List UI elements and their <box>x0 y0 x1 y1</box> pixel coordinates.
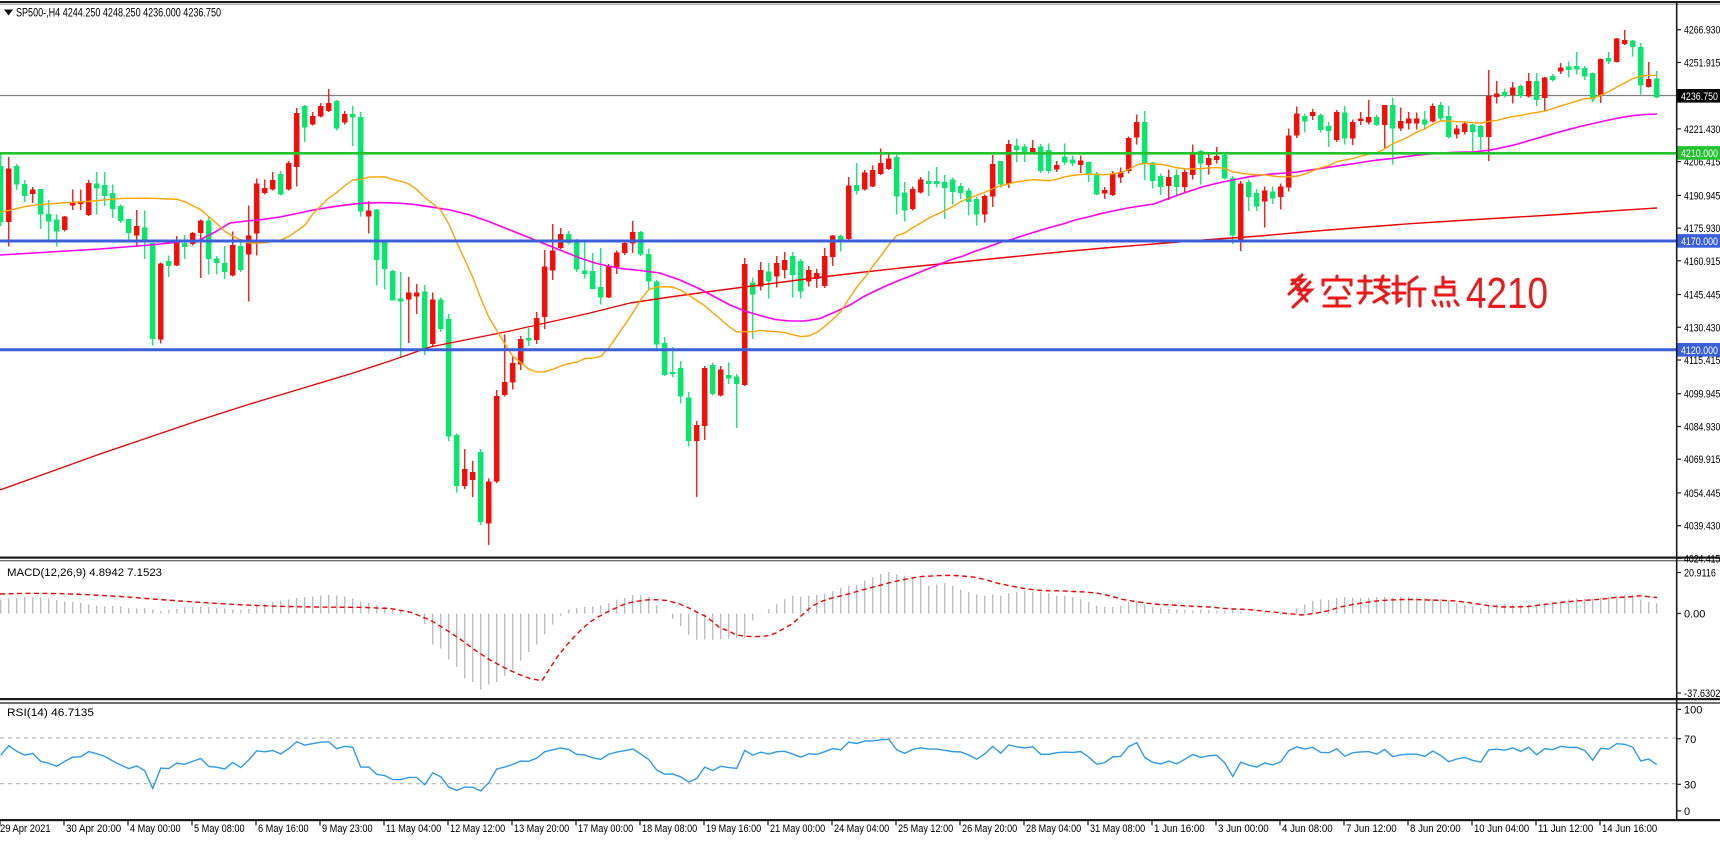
svg-text:25 May 12:00: 25 May 12:00 <box>898 823 953 835</box>
svg-text:6 May 16:00: 6 May 16:00 <box>258 823 309 835</box>
svg-text:0.00: 0.00 <box>1684 609 1705 621</box>
svg-text:21 May 00:00: 21 May 00:00 <box>770 823 825 835</box>
svg-text:11 Jun 12:00: 11 Jun 12:00 <box>1538 823 1593 835</box>
svg-text:18 May 08:00: 18 May 08:00 <box>642 823 697 835</box>
svg-text:-37.6302: -37.6302 <box>1684 688 1720 700</box>
svg-text:4175.930: 4175.930 <box>1684 223 1720 235</box>
svg-text:4099.945: 4099.945 <box>1684 389 1720 401</box>
svg-text:4221.430: 4221.430 <box>1684 124 1720 136</box>
svg-text:70: 70 <box>1684 734 1696 746</box>
svg-text:4039.430: 4039.430 <box>1684 521 1720 533</box>
svg-text:4 May 00:00: 4 May 00:00 <box>130 823 181 835</box>
svg-text:4210.000: 4210.000 <box>1681 148 1718 160</box>
svg-text:4190.945: 4190.945 <box>1684 190 1720 202</box>
svg-text:4236.750: 4236.750 <box>1681 91 1718 103</box>
svg-text:31 May 08:00: 31 May 08:00 <box>1090 823 1145 835</box>
svg-text:19 May 16:00: 19 May 16:00 <box>706 823 761 835</box>
svg-text:4084.930: 4084.930 <box>1684 422 1720 434</box>
svg-text:14 Jun 16:00: 14 Jun 16:00 <box>1602 823 1657 835</box>
svg-text:3 Jun 00:00: 3 Jun 00:00 <box>1218 823 1269 835</box>
svg-text:26 May 20:00: 26 May 20:00 <box>962 823 1017 835</box>
svg-text:RSI(14) 46.7135: RSI(14) 46.7135 <box>7 707 94 719</box>
svg-text:29 Apr 2021: 29 Apr 2021 <box>0 823 51 835</box>
svg-text:7 Jun 12:00: 7 Jun 12:00 <box>1346 823 1397 835</box>
svg-text:11 May 04:00: 11 May 04:00 <box>386 823 441 835</box>
svg-text:4251.915: 4251.915 <box>1684 57 1720 69</box>
svg-text:4024.415: 4024.415 <box>1684 553 1720 565</box>
svg-text:20.9116: 20.9116 <box>1684 568 1716 580</box>
svg-text:5 May 08:00: 5 May 08:00 <box>194 823 245 835</box>
svg-text:4120.000: 4120.000 <box>1681 345 1718 357</box>
svg-text:4069.915: 4069.915 <box>1684 454 1720 466</box>
svg-text:17 May 00:00: 17 May 00:00 <box>578 823 633 835</box>
svg-text:12 May 12:00: 12 May 12:00 <box>450 823 505 835</box>
svg-text:8 Jun 20:00: 8 Jun 20:00 <box>1410 823 1461 835</box>
svg-text:9 May 23:00: 9 May 23:00 <box>322 823 373 835</box>
svg-text:28 May 04:00: 28 May 04:00 <box>1026 823 1081 835</box>
svg-text:4145.445: 4145.445 <box>1684 290 1720 302</box>
svg-text:4266.930: 4266.930 <box>1684 25 1720 37</box>
svg-text:4170.000: 4170.000 <box>1681 236 1718 248</box>
svg-text:0: 0 <box>1684 806 1690 818</box>
svg-text:4160.915: 4160.915 <box>1684 256 1720 268</box>
svg-text:SP500-,H4 4244.250 4248.250 4: SP500-,H4 4244.250 4248.250 4236.000 423… <box>16 8 221 20</box>
svg-text:30 Apr 20:00: 30 Apr 20:00 <box>66 823 121 835</box>
svg-text:10 Jun 04:00: 10 Jun 04:00 <box>1474 823 1529 835</box>
svg-text:30: 30 <box>1684 779 1696 791</box>
svg-text:MACD(12,26,9) 4.8942 7.1523: MACD(12,26,9) 4.8942 7.1523 <box>7 567 162 579</box>
svg-text:4210: 4210 <box>1466 269 1548 318</box>
svg-text:4130.430: 4130.430 <box>1684 322 1720 334</box>
svg-text:100: 100 <box>1684 704 1702 716</box>
svg-text:4054.445: 4054.445 <box>1684 488 1720 500</box>
svg-text:4 Jun 08:00: 4 Jun 08:00 <box>1282 823 1333 835</box>
svg-text:13 May 20:00: 13 May 20:00 <box>514 823 569 835</box>
svg-text:24 May 04:00: 24 May 04:00 <box>834 823 889 835</box>
svg-text:1 Jun 16:00: 1 Jun 16:00 <box>1154 823 1205 835</box>
